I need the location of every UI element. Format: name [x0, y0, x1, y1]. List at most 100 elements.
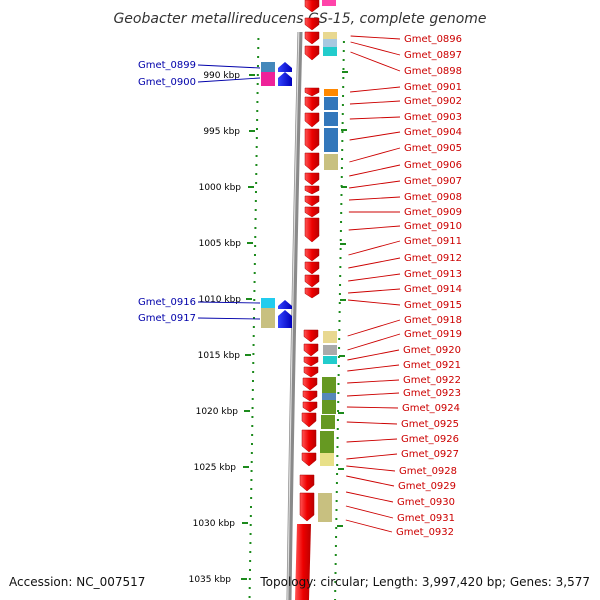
gene-label[interactable]: Gmet_0918 [404, 315, 462, 326]
gene-arrow-reverse[interactable] [304, 206, 320, 218]
gene-label[interactable]: Gmet_0898 [404, 66, 462, 77]
gene-arrow-reverse[interactable] [304, 87, 320, 97]
gene-label[interactable]: Gmet_0925 [401, 419, 459, 430]
gene-arrow-reverse[interactable] [304, 17, 320, 31]
gene-arrow-reverse[interactable] [301, 412, 317, 428]
leader-line [349, 180, 401, 189]
gene-label[interactable]: Gmet_0932 [396, 527, 454, 538]
scale-dot [340, 221, 343, 223]
gene-arrow-reverse[interactable] [303, 356, 319, 367]
gene-arrow-reverse[interactable] [304, 217, 320, 243]
gene-arrow-forward[interactable] [278, 310, 292, 328]
gene-label[interactable]: Gmet_0924 [402, 403, 460, 414]
gene-arrow-reverse[interactable] [303, 329, 319, 343]
scale-dot [251, 416, 254, 418]
gene-label[interactable]: Gmet_0913 [404, 269, 462, 280]
gene-arrow-reverse[interactable] [304, 287, 320, 299]
gene-label[interactable]: Gmet_0905 [404, 143, 462, 154]
gene-arrow-reverse[interactable] [304, 112, 320, 128]
gene-arrow-reverse[interactable] [304, 0, 320, 13]
gene-arrow-reverse[interactable] [304, 128, 320, 152]
scale-dot [255, 155, 258, 157]
gene-label[interactable]: Gmet_0896 [404, 34, 462, 45]
tick-label: 1015 kbp [198, 351, 241, 361]
gene-label[interactable]: Gmet_0903 [404, 112, 462, 123]
scale-dot [338, 338, 341, 340]
gene-arrow-reverse[interactable] [302, 390, 318, 402]
gene-label[interactable]: Gmet_0915 [404, 300, 462, 311]
gene-label[interactable]: Gmet_0899 [138, 60, 196, 71]
gene-label[interactable]: Gmet_0919 [404, 329, 462, 340]
leader-line [350, 41, 401, 56]
gene-features [261, 0, 338, 600]
scale-dot [335, 509, 338, 511]
tick-mark [341, 186, 347, 188]
gene-arrow-reverse[interactable] [304, 172, 320, 186]
gene-arrow-reverse[interactable] [304, 195, 320, 207]
gene-label[interactable]: Gmet_0909 [404, 207, 462, 218]
gene-label[interactable]: Gmet_0912 [404, 253, 462, 264]
gene-label[interactable]: Gmet_0928 [399, 466, 457, 477]
scale-dot [338, 320, 341, 322]
gene-label[interactable]: Gmet_0923 [403, 388, 461, 399]
gene-label[interactable]: Gmet_0897 [404, 50, 462, 61]
leader-line [348, 288, 401, 294]
gene-label[interactable]: Gmet_0908 [404, 192, 462, 203]
gene-arrow-reverse[interactable] [302, 377, 318, 391]
scale-dot [254, 191, 257, 193]
function-box [322, 0, 336, 6]
gene-label[interactable]: Gmet_0906 [404, 160, 462, 171]
gene-arrow-forward[interactable] [278, 300, 292, 309]
gene-arrow-forward[interactable] [278, 72, 292, 86]
gene-arrow-forward[interactable] [278, 62, 292, 72]
gene-bar-reverse[interactable] [295, 524, 311, 600]
gene-label[interactable]: Gmet_0911 [404, 236, 462, 247]
gene-arrow-reverse[interactable] [303, 366, 319, 378]
gene-arrow-reverse[interactable] [304, 261, 320, 275]
gene-label[interactable]: Gmet_0931 [397, 513, 455, 524]
leader-line [346, 406, 399, 409]
gene-label[interactable]: Gmet_0922 [403, 375, 461, 386]
gene-arrow-reverse[interactable] [304, 152, 320, 172]
gene-arrow-reverse[interactable] [301, 452, 317, 467]
gene-label[interactable]: Gmet_0914 [404, 284, 462, 295]
gene-arrow-reverse[interactable] [304, 96, 320, 112]
leader-lines [197, 35, 401, 533]
scale-dot [252, 344, 255, 346]
leader-line [197, 77, 261, 83]
gene-arrow-reverse[interactable] [304, 248, 320, 262]
gene-label[interactable]: Gmet_0930 [397, 497, 455, 508]
gene-label[interactable]: Gmet_0900 [138, 77, 196, 88]
gene-label[interactable]: Gmet_0929 [398, 481, 456, 492]
function-box [324, 89, 338, 96]
gene-label[interactable]: Gmet_0926 [401, 434, 459, 445]
gene-label[interactable]: Gmet_0904 [404, 127, 462, 138]
gene-label[interactable]: Gmet_0917 [138, 313, 196, 324]
gene-label[interactable]: Gmet_0916 [138, 297, 196, 308]
gene-arrow-reverse[interactable] [304, 274, 320, 288]
scale-dot [254, 227, 257, 229]
gene-label[interactable]: Gmet_0927 [401, 449, 459, 460]
scale-dot [255, 182, 258, 184]
gene-arrow-reverse[interactable] [303, 343, 319, 357]
scale-dot [250, 470, 253, 472]
gene-arrow-reverse[interactable] [299, 492, 315, 522]
gene-arrow-reverse[interactable] [301, 429, 317, 453]
leader-line [350, 86, 401, 93]
gene-arrow-reverse[interactable] [304, 45, 320, 61]
gene-arrow-reverse[interactable] [299, 474, 315, 492]
gene-label[interactable]: Gmet_0907 [404, 176, 462, 187]
leader-line [348, 257, 401, 269]
gene-arrow-reverse[interactable] [302, 401, 318, 413]
gene-label[interactable]: Gmet_0901 [404, 82, 462, 93]
gene-label[interactable]: Gmet_0921 [403, 360, 461, 371]
gene-label[interactable]: Gmet_0910 [404, 221, 462, 232]
leader-line [346, 453, 398, 460]
tick-label: 1005 kbp [199, 239, 242, 249]
gene-label[interactable]: Gmet_0920 [403, 345, 461, 356]
gene-arrow-reverse[interactable] [304, 185, 320, 195]
gene-label[interactable]: Gmet_0902 [404, 96, 462, 107]
gene-arrow-reverse[interactable] [304, 31, 320, 45]
scale-dot [336, 419, 339, 421]
scale-dot [254, 236, 257, 238]
